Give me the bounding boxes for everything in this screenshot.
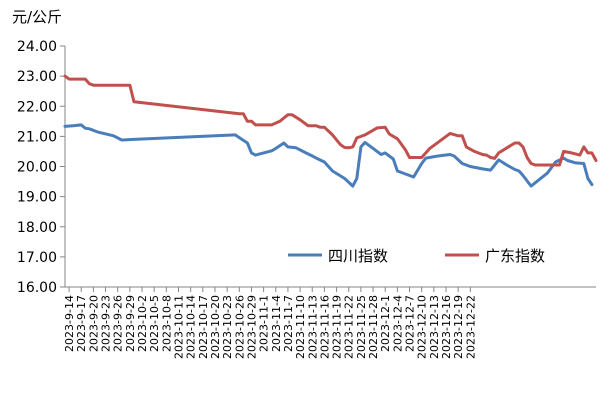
x-tick-label: 2023-11-1: [258, 295, 271, 352]
x-tick-label: 2023-11-25: [355, 295, 368, 359]
x-tick-label: 2023-12-4: [391, 295, 404, 352]
x-tick-label: 2023-12-19: [452, 295, 465, 359]
y-tick-labels: 24.00 23.00 22.00 21.00 20.00 19.00 18.00 17.00…: [17, 39, 65, 296]
legend: 四川指数 广东指数: [288, 247, 545, 265]
y-tick-label: 20.00: [17, 160, 57, 176]
series-line-1: [63, 74, 598, 167]
x-tick-label: 2023-9-23: [100, 295, 113, 352]
x-tick-label: 2023-11-19: [331, 295, 344, 359]
x-tick-label: 2023-10-2: [136, 295, 149, 352]
x-tick-label: 2023-10-17: [197, 295, 210, 359]
x-tick-label: 2023-10-26: [233, 295, 246, 359]
x-tick-label: 2023-11-28: [367, 295, 380, 359]
y-tick-label: 16.00: [17, 280, 57, 296]
x-tick-label: 2023-12-22: [464, 295, 477, 359]
y-unit-label: 元/公斤: [12, 8, 63, 26]
x-tick-label: 2023-11-10: [294, 295, 307, 359]
legend-label-1: 广东指数: [485, 247, 545, 265]
y-tick-label: 23.00: [17, 69, 57, 85]
x-tick-label: 2023-10-23: [221, 295, 234, 359]
x-tick-labels: 2023-9-14 2023-9-17 2023-9-20 2023-9-23 2023…: [63, 287, 477, 359]
x-tick-label: 2023-11-16: [318, 295, 331, 359]
y-tick-label: 17.00: [17, 250, 57, 266]
y-tick-label: 19.00: [17, 190, 57, 206]
x-tick-label: 2023-11-22: [343, 295, 356, 359]
x-tick-label: 2023-10-11: [172, 295, 185, 359]
x-tick-label: 2023-12-1: [379, 295, 392, 352]
x-tick-label: 2023-11-4: [270, 295, 283, 352]
x-tick-label: 2023-11-13: [306, 295, 319, 359]
x-tick-label: 2023-10-8: [160, 295, 173, 352]
x-tick-label: 2023-9-14: [63, 295, 76, 352]
x-tick-label: 2023-9-20: [87, 295, 100, 352]
x-tick-label: 2023-9-17: [75, 295, 88, 352]
x-tick-label: 2023-9-29: [124, 295, 137, 352]
x-tick-label: 2023-12-10: [416, 295, 429, 359]
x-tick-label: 2023-12-13: [428, 295, 441, 359]
x-tick-label: 2023-9-26: [112, 295, 125, 352]
y-tick-label: 22.00: [17, 99, 57, 115]
x-tick-label: 2023-12-16: [440, 295, 453, 359]
x-tick-label: 2023-10-14: [185, 295, 198, 359]
x-tick-label: 2023-10-5: [148, 295, 161, 352]
x-tick-label: 2023-10-20: [209, 295, 222, 359]
series-line-0: [63, 123, 594, 188]
x-tick-label: 2023-12-7: [404, 295, 417, 352]
series-lines: [63, 74, 598, 188]
legend-label-0: 四川指数: [328, 247, 388, 265]
y-tick-label: 24.00: [17, 39, 57, 55]
x-tick-label: 2023-11-7: [282, 295, 295, 352]
y-tick-label: 21.00: [17, 129, 57, 145]
y-tick-label: 18.00: [17, 220, 57, 236]
x-tick-label: 2023-10-29: [245, 295, 258, 359]
